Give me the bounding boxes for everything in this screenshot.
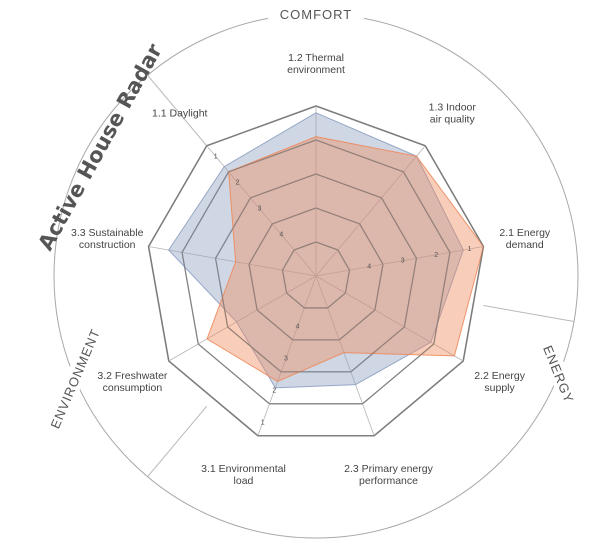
group-separator: [483, 305, 575, 322]
group-label-comfort: COMFORT: [280, 7, 352, 22]
group-label-bg: [47, 330, 102, 427]
tick-label: 1: [261, 420, 265, 427]
radar-spoke: [206, 145, 317, 277]
series-1-area: [168, 112, 464, 389]
tick-label: 3: [257, 206, 261, 213]
tick-label: 3: [284, 356, 288, 363]
series-2-area: [206, 136, 484, 382]
tick-label: 2: [272, 388, 276, 395]
group-separator: [147, 74, 208, 147]
axis-label: 3.2 Freshwater consumption: [97, 370, 168, 394]
tick-label: 4: [296, 324, 300, 331]
tick-label: 2: [434, 252, 438, 259]
radar-spoke: [257, 275, 317, 436]
axis-label: 1.3 Indoor air quality: [429, 102, 477, 126]
group-label-bg: [532, 326, 586, 423]
chart-title: Active House Radar: [33, 39, 167, 254]
tick-label: 2: [236, 180, 240, 187]
group-label-environment: ENVIRONMENT: [47, 326, 103, 430]
radar-ring-overlay: [281, 241, 351, 309]
radar-ring-overlay: [248, 207, 384, 341]
radar-ring-overlay: [148, 105, 484, 437]
radar-spoke: [315, 275, 464, 362]
radar-ring-overlay: [214, 173, 418, 373]
group-label-bg: [268, 5, 364, 23]
axis-label: 2.3 Primary energy performance: [344, 463, 433, 487]
radar-spoke: [315, 246, 484, 277]
axis-label: 1.2 Thermal environment: [287, 52, 345, 76]
axis-labels: 1.2 Thermal environment 1.3 Indoor air qual…: [71, 52, 551, 487]
axis-label: 1.1 Daylight: [152, 108, 208, 120]
tick-label: 1: [214, 153, 218, 160]
radar-series: [148, 105, 484, 437]
axis-label: 3.3 Sustainable construction: [71, 227, 144, 251]
axis-label: 3.1 Environmental load: [201, 463, 286, 487]
radar-spoke: [168, 275, 317, 362]
group-separator: [147, 405, 208, 478]
radar-ring-overlay: [181, 139, 451, 405]
tick-labels: 1 2 3 4 1 2 3 4 1 2 3 4: [214, 153, 472, 426]
tick-label: 4: [367, 264, 371, 271]
radar-spoke: [148, 246, 317, 277]
axis-label: 2.1 Energy demand: [499, 227, 551, 251]
axis-label: 2.2 Energy supply: [474, 370, 526, 394]
tick-label: 4: [279, 232, 283, 239]
radar-spoke: [315, 145, 426, 277]
radar-spoke: [315, 275, 375, 436]
tick-label: 1: [468, 246, 472, 253]
tick-label: 3: [401, 258, 405, 265]
